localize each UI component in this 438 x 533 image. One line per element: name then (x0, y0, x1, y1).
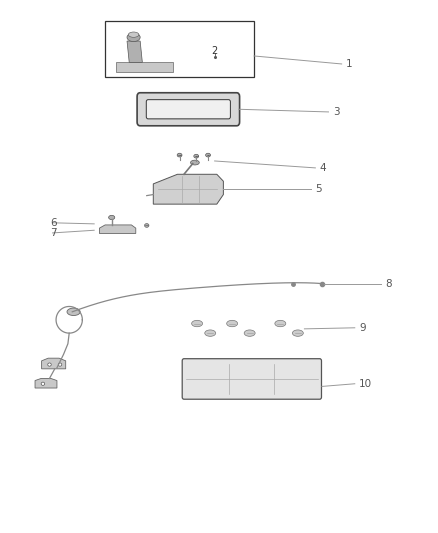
Text: 8: 8 (385, 279, 392, 288)
Text: 1: 1 (346, 59, 353, 69)
Ellipse shape (275, 320, 286, 327)
Ellipse shape (127, 33, 140, 42)
Ellipse shape (293, 330, 304, 336)
Ellipse shape (227, 320, 237, 327)
FancyBboxPatch shape (146, 100, 230, 119)
Ellipse shape (58, 363, 62, 366)
Text: 10: 10 (359, 379, 372, 389)
Ellipse shape (177, 154, 182, 157)
Ellipse shape (192, 320, 202, 327)
Text: 2: 2 (212, 46, 218, 55)
Ellipse shape (145, 224, 149, 227)
FancyBboxPatch shape (137, 93, 240, 126)
Ellipse shape (206, 154, 210, 157)
Text: 6: 6 (50, 218, 57, 228)
Ellipse shape (205, 330, 215, 336)
Ellipse shape (41, 382, 45, 385)
Text: 5: 5 (315, 184, 322, 194)
Polygon shape (42, 358, 66, 369)
Polygon shape (127, 41, 142, 62)
Polygon shape (153, 174, 223, 204)
Polygon shape (99, 225, 136, 233)
Text: 3: 3 (333, 107, 339, 117)
FancyBboxPatch shape (182, 359, 321, 399)
Bar (105, 21, 254, 77)
Ellipse shape (194, 155, 199, 158)
Ellipse shape (109, 215, 115, 220)
Ellipse shape (191, 160, 199, 165)
Text: 4: 4 (320, 163, 326, 173)
Text: 9: 9 (359, 323, 366, 333)
Polygon shape (35, 378, 57, 388)
Polygon shape (116, 62, 173, 72)
Ellipse shape (67, 308, 80, 316)
Ellipse shape (48, 363, 51, 366)
Ellipse shape (244, 330, 255, 336)
Ellipse shape (128, 32, 139, 37)
Text: 7: 7 (50, 228, 57, 238)
